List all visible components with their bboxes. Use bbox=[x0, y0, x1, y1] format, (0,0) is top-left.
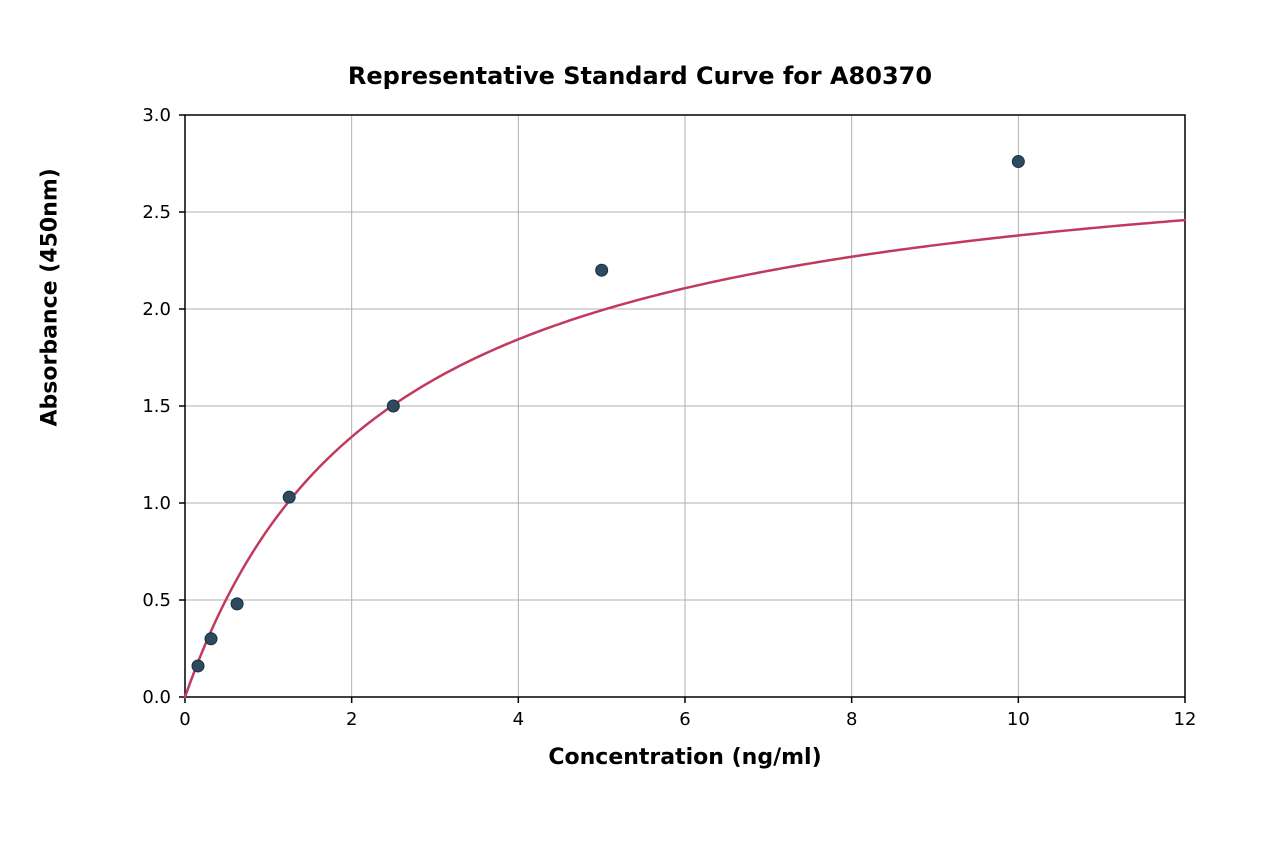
x-tick-label: 8 bbox=[846, 709, 857, 730]
y-tick-label: 0.5 bbox=[142, 590, 171, 611]
y-tick-label: 1.0 bbox=[142, 493, 171, 514]
data-point bbox=[283, 491, 295, 503]
x-tick-label: 12 bbox=[1174, 709, 1197, 730]
y-tick-label: 0.0 bbox=[142, 687, 171, 708]
chart-svg: 0 2 4 6 8 10 12 0.0 0.5 1.0 1.5 2.0 2.5 3.0 bbox=[0, 0, 1280, 845]
data-point bbox=[596, 264, 608, 276]
x-tick-label: 4 bbox=[513, 709, 524, 730]
chart-container: 0 2 4 6 8 10 12 0.0 0.5 1.0 1.5 2.0 2.5 3.0 Represent… bbox=[0, 0, 1280, 845]
data-point bbox=[387, 400, 399, 412]
y-tick-label: 3.0 bbox=[142, 105, 171, 126]
data-point bbox=[1012, 156, 1024, 168]
data-point bbox=[205, 633, 217, 645]
x-tick-label: 6 bbox=[679, 709, 690, 730]
data-point bbox=[231, 598, 243, 610]
x-axis-label: Concentration (ng/ml) bbox=[185, 745, 1185, 770]
x-tick-label: 10 bbox=[1007, 709, 1030, 730]
y-tick-label: 2.0 bbox=[142, 299, 171, 320]
y-tick-label: 2.5 bbox=[142, 202, 171, 223]
y-tick-label: 1.5 bbox=[142, 396, 171, 417]
y-axis-label: Absorbance (450nm) bbox=[38, 387, 63, 427]
data-point bbox=[192, 660, 204, 672]
x-tick-label: 2 bbox=[346, 709, 357, 730]
chart-title: Representative Standard Curve for A80370 bbox=[0, 62, 1280, 90]
x-tick-label: 0 bbox=[179, 709, 190, 730]
